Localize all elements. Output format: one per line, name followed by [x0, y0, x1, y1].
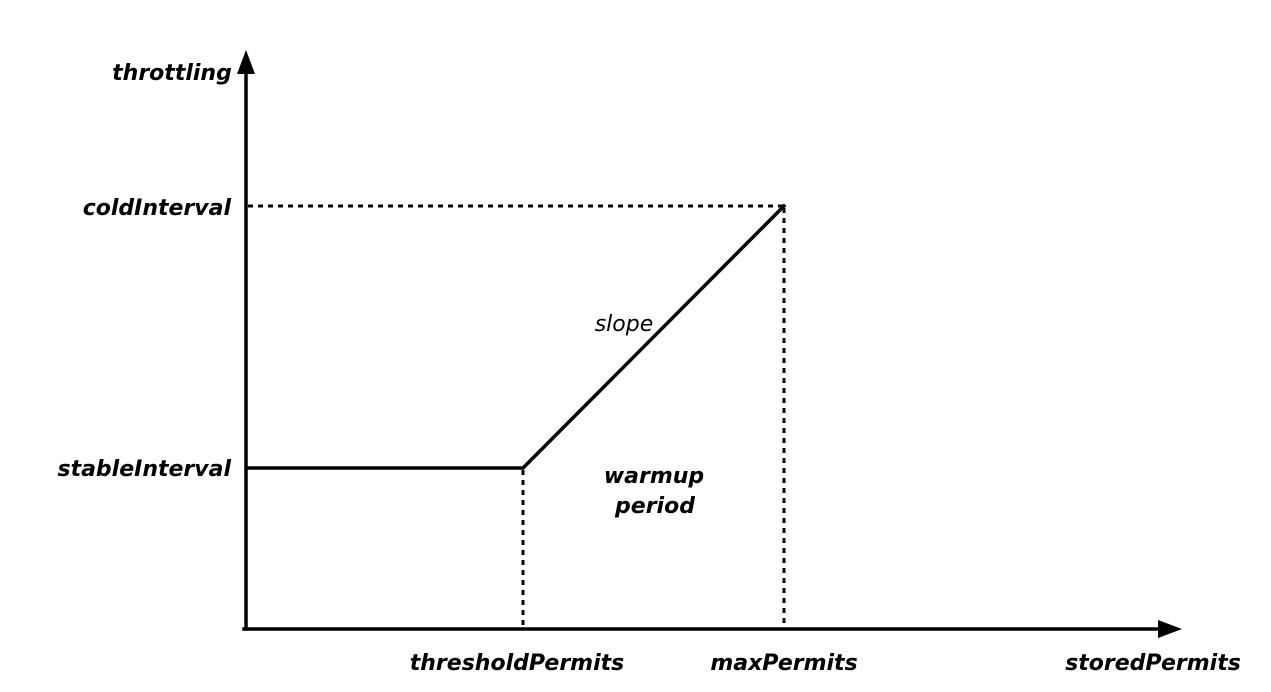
- y-axis-arrowhead: [237, 50, 255, 74]
- stable-interval-label: stableInterval: [57, 457, 231, 482]
- x-axis-label: storedPermits: [1065, 651, 1241, 676]
- y-axis-label: throttling: [112, 61, 232, 86]
- threshold-permits-label: thresholdPermits: [410, 651, 625, 676]
- cold-interval-label: coldInterval: [83, 196, 232, 221]
- x-axis-arrowhead: [1158, 620, 1182, 638]
- max-permits-label: maxPermits: [710, 651, 857, 676]
- warmup-label: warmup: [604, 464, 704, 489]
- period-label: period: [614, 494, 695, 519]
- slope-label: slope: [595, 312, 654, 337]
- throttling-curve: [246, 203, 787, 470]
